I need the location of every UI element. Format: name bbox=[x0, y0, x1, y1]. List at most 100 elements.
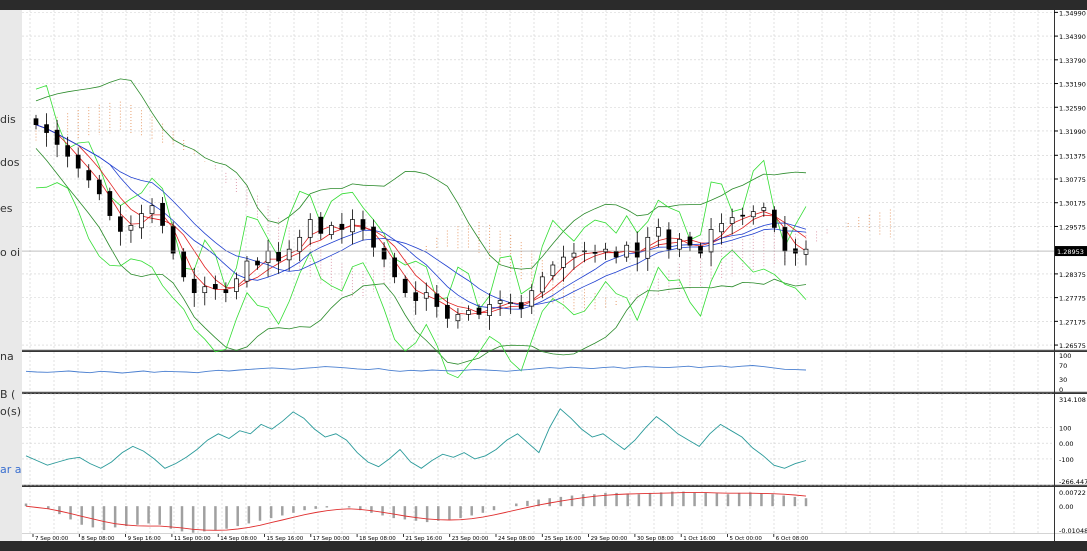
candle-body bbox=[550, 264, 556, 277]
time-tick-label: 29 Sep 00:00 bbox=[591, 536, 628, 542]
candle-body bbox=[740, 214, 746, 217]
left-overlay-text-2: dos bbox=[0, 156, 20, 169]
time-tick-label: 14 Sep 08:00 bbox=[220, 536, 257, 542]
left-panel-strip bbox=[0, 10, 22, 541]
candle-body bbox=[44, 124, 49, 133]
candle-body bbox=[772, 209, 777, 228]
candle-body bbox=[265, 250, 271, 263]
candle-body bbox=[318, 216, 324, 234]
price-tick-label: 1.34990 bbox=[1059, 9, 1086, 17]
panel-main bbox=[22, 10, 1087, 350]
candle-body bbox=[128, 225, 134, 231]
candle-body bbox=[276, 251, 281, 262]
candle-body bbox=[191, 278, 197, 294]
candle-body bbox=[434, 293, 440, 307]
candle-body bbox=[307, 219, 313, 238]
candle-body bbox=[234, 278, 239, 292]
time-tick-label: 15 Sep 16:00 bbox=[267, 536, 304, 542]
candle-body bbox=[402, 278, 408, 294]
candle-body bbox=[508, 302, 514, 304]
macd-tick-label: 0.00 bbox=[1059, 503, 1073, 511]
left-overlay-text-1: dis bbox=[0, 113, 16, 126]
candle-body bbox=[708, 229, 714, 253]
panel-macd bbox=[22, 487, 1087, 534]
candle-body bbox=[75, 154, 81, 169]
time-tick-label: 11 Sep 00:00 bbox=[174, 536, 211, 542]
candle-body bbox=[750, 211, 756, 218]
time-tick-label: 24 Sep 08:00 bbox=[498, 536, 535, 542]
rsi-tick-label: 70 bbox=[1059, 362, 1067, 370]
envelope-upper bbox=[35, 84, 807, 311]
cci-line bbox=[25, 408, 807, 469]
rsi-tick-label: 0 bbox=[1059, 386, 1063, 394]
cci-tick-label: 0.00 bbox=[1059, 440, 1073, 448]
candle-body bbox=[455, 314, 461, 322]
time-tick-label: 17 Sep 00:00 bbox=[313, 536, 350, 542]
candle-body bbox=[371, 226, 376, 248]
price-tick-label: 1.30175 bbox=[1059, 200, 1086, 208]
price-tick-label: 1.33190 bbox=[1059, 81, 1086, 89]
candle-body bbox=[803, 248, 809, 255]
time-tick-label: 25 Sep 16:00 bbox=[544, 536, 581, 542]
candle-body bbox=[65, 145, 70, 157]
candle-body bbox=[539, 276, 545, 293]
candle-body bbox=[160, 202, 165, 226]
time-tick-label: 7 Sep 00:00 bbox=[35, 536, 69, 542]
left-overlay-text-4: o oi bbox=[0, 246, 21, 259]
candle-body bbox=[118, 216, 123, 232]
price-tick-label: 1.27775 bbox=[1059, 295, 1086, 303]
cci-tick-label: -100 bbox=[1059, 456, 1074, 464]
cci-tick-label: 100 bbox=[1059, 425, 1071, 433]
candle-body bbox=[592, 251, 598, 254]
time-tick-label: 23 Sep 00:00 bbox=[452, 536, 489, 542]
price-tick-label: 1.31990 bbox=[1059, 128, 1086, 136]
candle-body bbox=[487, 304, 492, 316]
time-tick-label: 30 Sep 08:00 bbox=[637, 536, 674, 542]
candle-body bbox=[423, 292, 429, 299]
price-tick-label: 1.31375 bbox=[1059, 152, 1086, 160]
time-tick-label: 21 Sep 16:00 bbox=[405, 536, 442, 542]
left-overlay-text-6: B ( bbox=[0, 388, 16, 401]
candle-body bbox=[719, 223, 724, 233]
price-tick-label: 1.33790 bbox=[1059, 57, 1086, 65]
price-tick-label: 1.26575 bbox=[1059, 342, 1086, 350]
candle-body bbox=[202, 286, 208, 294]
left-overlay-text-3: es bbox=[0, 202, 13, 215]
candle-body bbox=[445, 304, 450, 319]
candle-body bbox=[360, 219, 366, 230]
candle-body bbox=[677, 238, 682, 250]
candle-body bbox=[466, 310, 471, 315]
left-overlay-text-5: na bbox=[0, 350, 14, 363]
candle-body bbox=[350, 219, 355, 233]
macd-signal-line bbox=[25, 492, 807, 531]
candle-body bbox=[33, 118, 39, 126]
candle-body bbox=[328, 225, 334, 235]
candle-body bbox=[392, 257, 397, 278]
candle-body bbox=[54, 129, 60, 145]
candle-body bbox=[666, 229, 672, 250]
candle-body bbox=[223, 289, 229, 294]
time-tick-label: 9 Sep 16:00 bbox=[128, 536, 162, 542]
cci-tick-label: -266.447 bbox=[1059, 478, 1087, 486]
candle-body bbox=[181, 251, 187, 278]
time-tick-label: 5 Oct 00:00 bbox=[730, 536, 763, 542]
candle-body bbox=[497, 300, 503, 304]
time-tick-label: 8 Sep 08:00 bbox=[81, 536, 115, 542]
candle-body bbox=[729, 217, 735, 224]
left-overlay-text-7: o(s) bbox=[0, 405, 22, 418]
price-tick-label: 1.32590 bbox=[1059, 104, 1086, 112]
candle-body bbox=[645, 236, 651, 259]
panel-cci bbox=[22, 394, 1087, 485]
time-tick-label: 18 Sep 08:00 bbox=[359, 536, 396, 542]
current-price-box bbox=[1055, 246, 1087, 257]
candle-body bbox=[212, 284, 218, 290]
candle-body bbox=[782, 227, 788, 252]
candle-body bbox=[687, 236, 693, 246]
candle-body bbox=[655, 227, 661, 237]
time-tick-label: 6 Oct 08:00 bbox=[776, 536, 809, 542]
candle-body bbox=[613, 251, 619, 258]
price-tick-label: 1.30775 bbox=[1059, 176, 1086, 184]
cci-tick-label: 314.108 bbox=[1059, 396, 1086, 404]
candle-body bbox=[149, 205, 155, 214]
